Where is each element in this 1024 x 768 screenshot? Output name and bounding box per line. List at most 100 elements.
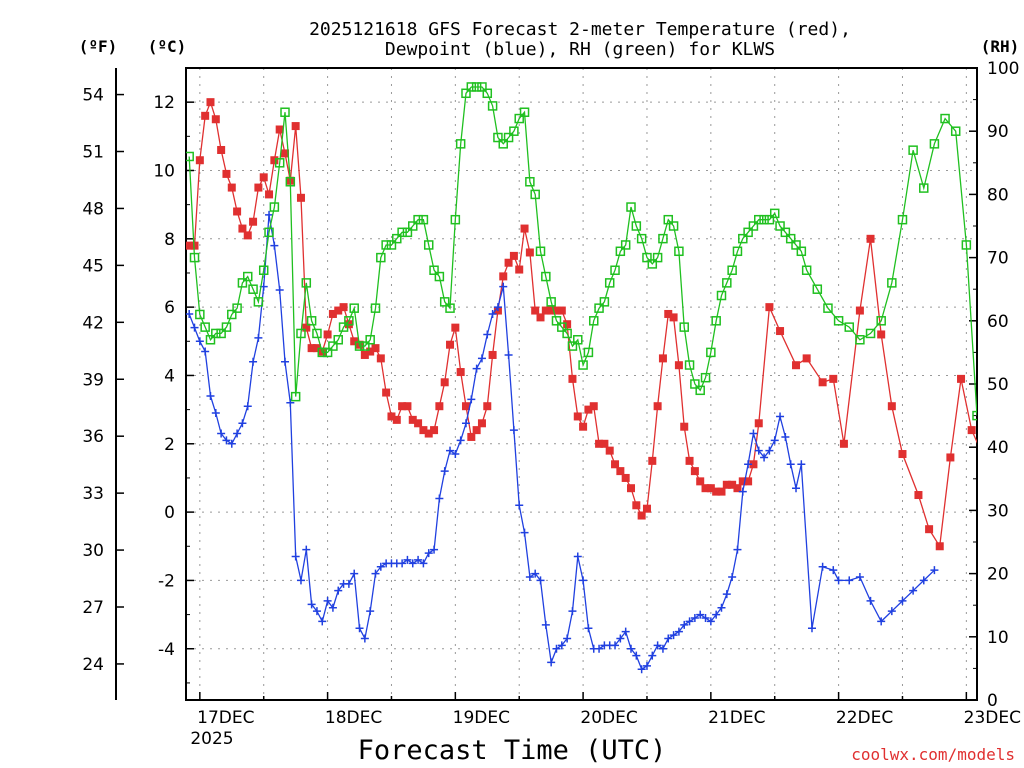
temperature-point: [414, 419, 423, 428]
temperature-point: [206, 98, 215, 107]
temperature-point: [552, 306, 561, 315]
dewpoint-point: [733, 545, 742, 554]
dewpoint-point: [233, 429, 242, 438]
temperature-point: [515, 265, 524, 274]
dewpoint-point: [568, 607, 577, 616]
rh-point: [785, 233, 796, 244]
temperature-point: [451, 323, 460, 332]
dewpoint-point: [275, 286, 284, 295]
dewpoint-point: [488, 309, 497, 318]
temperature-point: [792, 361, 801, 370]
rh-point: [498, 139, 509, 149]
rh-tick-label: 0: [987, 691, 998, 711]
dewpoint-point: [563, 634, 572, 643]
dewpoint-point: [658, 644, 667, 653]
temperature-point: [946, 453, 955, 462]
dewpoint-point: [270, 241, 279, 250]
dewpoint-point: [616, 634, 625, 643]
rh-point: [801, 265, 812, 275]
dewpoint-point: [792, 484, 801, 493]
rh-point: [338, 322, 349, 332]
rh-point: [413, 214, 423, 225]
rh-point: [684, 360, 695, 370]
rh-point: [211, 328, 221, 339]
rh-point: [376, 252, 386, 263]
rh-point: [535, 246, 546, 257]
rh-point: [663, 214, 674, 225]
rh-point: [301, 278, 312, 288]
rh-point: [679, 322, 689, 332]
rh-point: [823, 303, 833, 313]
dewpoint-point: [483, 330, 492, 339]
dewpoint-point: [291, 552, 300, 561]
temperature-point: [749, 460, 758, 469]
rh-point: [706, 347, 716, 358]
dewpoint-point: [547, 658, 556, 667]
rh-point: [434, 271, 445, 282]
rh-point: [897, 214, 908, 225]
rh-tick-label: 80: [987, 185, 1009, 205]
rh-unit-label: (RH): [981, 37, 1020, 56]
temperature-point: [350, 337, 359, 346]
temperature-point: [914, 491, 923, 500]
rh-point: [392, 233, 402, 244]
rh-point: [594, 303, 604, 313]
series-plus: [186, 210, 939, 674]
dewpoint-point: [786, 460, 795, 469]
rh-point: [514, 113, 524, 124]
fahrenheit-tick-label: 24: [82, 655, 104, 675]
rh-point: [743, 227, 753, 238]
rh-point: [626, 202, 636, 212]
temperature-point: [249, 217, 258, 226]
temperature-point: [403, 402, 412, 411]
temperature-point: [637, 511, 646, 520]
rh-point: [599, 297, 610, 307]
temperature-point: [605, 446, 614, 455]
rh-point: [296, 328, 306, 339]
dewpoint-point: [717, 603, 726, 612]
temperature-point: [408, 415, 417, 424]
rh-point: [732, 246, 743, 257]
temperature-point: [611, 460, 620, 469]
temperature-point: [270, 156, 279, 165]
rh-point: [285, 177, 296, 187]
dewpoint-point: [227, 439, 236, 448]
dewpoint-point: [456, 436, 465, 445]
temperature-point: [669, 313, 678, 322]
rh-point: [551, 316, 562, 326]
dewpoint-point: [281, 357, 290, 366]
temperature-point: [557, 306, 566, 315]
dewpoint-point: [754, 446, 763, 455]
rh-point: [562, 328, 572, 339]
dewpoint-point: [749, 429, 758, 438]
temperature-point: [957, 374, 966, 383]
rh-tick-label: 100: [987, 59, 1019, 79]
temperature-point: [680, 422, 689, 431]
dewpoint-point: [355, 624, 364, 633]
dewpoint-point: [664, 634, 673, 643]
rh-point: [482, 88, 493, 99]
dewpoint-point: [627, 644, 636, 653]
rh-point: [546, 297, 556, 307]
rh-point: [509, 126, 519, 136]
temperature-point: [227, 183, 236, 192]
dewpoint-point: [371, 569, 380, 578]
temperature-point: [392, 415, 401, 424]
dewpoint-point: [360, 634, 369, 643]
dewpoint-point: [541, 620, 550, 629]
dewpoint-point: [265, 210, 274, 219]
dewpoint-point: [499, 282, 508, 291]
dewpoint-point: [451, 450, 460, 459]
fahrenheit-tick-label: 30: [82, 541, 104, 561]
fahrenheit-tick-label: 48: [82, 199, 104, 219]
rh-point: [280, 107, 290, 117]
rh-point: [642, 252, 652, 263]
rh-point: [274, 158, 285, 168]
dewpoint-point: [536, 576, 545, 585]
dewpoint-point: [797, 460, 806, 469]
temperature-point: [509, 251, 518, 260]
temperature-point: [222, 169, 231, 178]
rh-point: [333, 335, 343, 345]
dewpoint-point: [243, 402, 252, 411]
date-label: 23DEC: [964, 708, 1021, 728]
